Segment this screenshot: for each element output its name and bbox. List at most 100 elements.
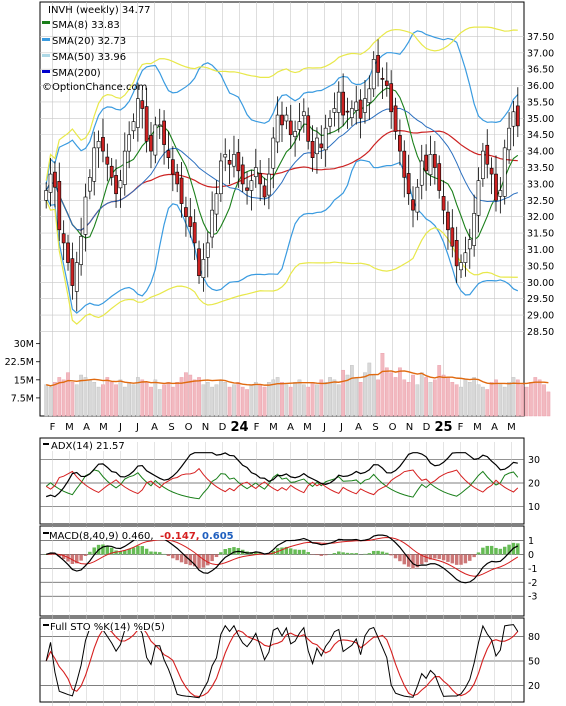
candle-up <box>498 190 503 197</box>
volume-bar <box>437 365 442 417</box>
time-tick-label: F <box>50 422 56 433</box>
candle-up <box>205 242 210 258</box>
candle-up <box>153 124 158 156</box>
macd-histogram-bar <box>415 554 420 568</box>
volume-bar <box>114 384 118 417</box>
volume-bar <box>280 382 284 417</box>
macd-histogram-bar <box>459 554 463 565</box>
volume-bar <box>376 379 380 417</box>
adx-label-bg <box>42 440 124 451</box>
volume-bar <box>332 379 337 417</box>
macd-histogram-bar <box>424 554 428 563</box>
candle-up <box>118 180 123 189</box>
volume-bar <box>44 384 49 417</box>
macd-histogram-bar <box>428 554 433 560</box>
candle-down <box>398 135 402 152</box>
volume-bar <box>310 382 315 417</box>
volume-bar <box>157 389 162 417</box>
price-tick-label: 31.50 <box>527 229 554 240</box>
candle-down <box>310 140 315 158</box>
price-tick-label: 35.50 <box>527 97 554 108</box>
candle-up <box>44 190 49 201</box>
volume-bar <box>389 372 394 417</box>
candle-down <box>101 137 105 152</box>
candle-down <box>441 196 446 211</box>
time-tick-label: J <box>339 422 343 433</box>
macd-histogram-bar <box>380 551 385 555</box>
candle-down <box>262 185 267 198</box>
bollinger-upper-line <box>45 30 519 185</box>
volume-bar <box>446 377 450 417</box>
volume-tick-label: 30M <box>14 339 34 350</box>
macd-histogram-bar <box>280 547 284 555</box>
volume-bar <box>192 379 197 417</box>
candle-up <box>127 134 132 152</box>
macd-histogram-bar <box>284 546 289 555</box>
macd-histogram-bar <box>398 554 402 562</box>
candle-up <box>157 124 162 127</box>
macd-histogram-bar <box>494 547 498 555</box>
bollinger-lower-line <box>45 159 519 314</box>
macd-histogram-bar <box>481 547 485 555</box>
candle-down <box>432 154 437 168</box>
candle-up <box>214 193 219 215</box>
price-tick-label: 33.50 <box>527 163 554 174</box>
volume-bar <box>511 377 516 417</box>
candle-up <box>271 137 276 169</box>
candle-down <box>494 173 498 201</box>
candle-down <box>57 180 62 231</box>
macd-histogram-bar <box>70 554 75 564</box>
volume-bar <box>367 362 372 417</box>
price-grid <box>40 2 524 416</box>
volume-bar <box>520 384 525 417</box>
candle-up <box>301 111 306 117</box>
candle-up <box>459 262 463 271</box>
candle-up <box>136 98 140 128</box>
volume-bar <box>363 372 367 417</box>
macd-histogram-bar <box>354 553 358 555</box>
macd-histogram-bar <box>105 545 110 555</box>
candle-down <box>489 167 494 175</box>
candle-down <box>319 143 324 149</box>
volume-bar <box>380 353 385 417</box>
volume-bar <box>149 386 153 417</box>
time-axis-labels: F M A M J J A S O N D 24 F M A M J J A S O N D 25 F M A M <box>50 420 516 435</box>
volume-bar <box>284 384 289 417</box>
candle-up <box>371 59 376 90</box>
candle-up <box>210 209 215 238</box>
price-candles <box>44 39 520 312</box>
macd-histogram-bar <box>171 554 175 559</box>
candle-up <box>218 160 223 195</box>
candle-up <box>367 88 372 103</box>
macd-histogram-bar <box>136 545 140 555</box>
volume-bar <box>253 382 258 417</box>
time-tick-label: A <box>83 422 90 433</box>
macd-title: MACD(8,40,9) 0.460, <box>49 531 154 542</box>
price-tick-label: 28.50 <box>527 327 554 338</box>
macd-histogram-bar <box>175 554 179 561</box>
macd-histogram-bar <box>433 554 437 559</box>
volume-bar <box>118 379 123 417</box>
sto-tick-label: 80 <box>528 632 540 643</box>
time-tick-label: O <box>389 422 397 433</box>
macd-histogram-bar <box>297 549 302 555</box>
volume-bar <box>131 384 136 417</box>
macd-histogram-bar <box>192 554 197 567</box>
macd-histogram-bar <box>210 554 214 562</box>
candle-up <box>223 154 228 158</box>
macd-histogram-bar <box>350 553 354 555</box>
time-tick-label: M <box>473 422 482 433</box>
candle-down <box>393 105 398 132</box>
price-tick-label: 32.50 <box>527 196 554 207</box>
candle-up <box>83 196 88 235</box>
candle-up <box>415 186 420 213</box>
macd-tick-label: -2 <box>528 578 537 589</box>
candle-up <box>476 180 481 216</box>
volume-bar <box>323 382 328 417</box>
volume-bar <box>537 379 542 417</box>
macd-histogram-bar <box>323 554 328 556</box>
time-tick-label: N <box>202 422 209 433</box>
macd-histogram-bar <box>498 548 503 555</box>
macd-histogram-bar <box>437 554 441 560</box>
macd-histogram-bar <box>179 554 184 563</box>
